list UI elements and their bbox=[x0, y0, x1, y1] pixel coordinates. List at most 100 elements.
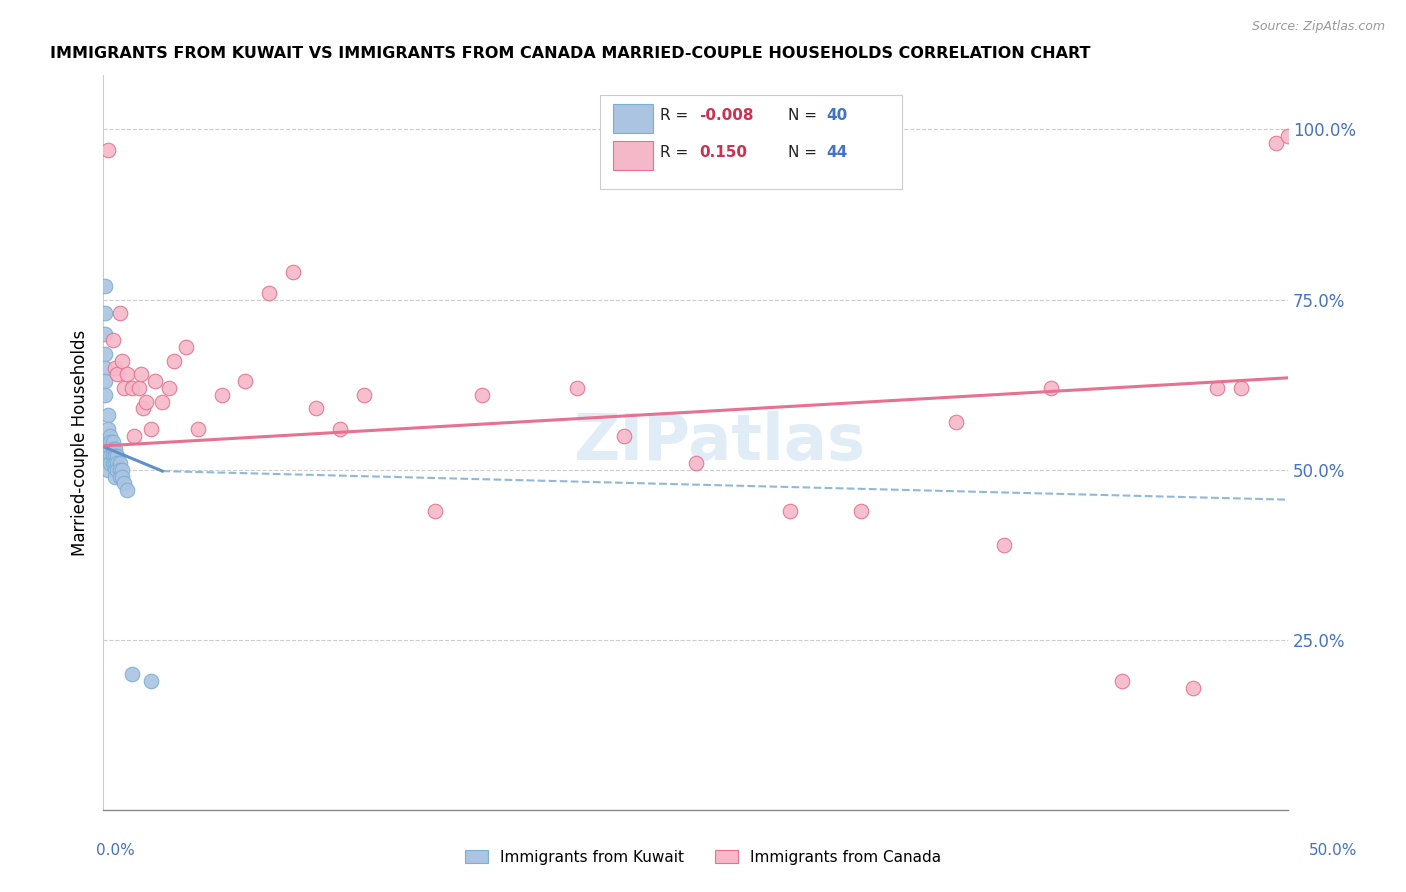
Point bbox=[97, 449, 120, 463]
Point bbox=[98, 442, 121, 457]
Point bbox=[94, 306, 117, 320]
Point bbox=[1182, 681, 1205, 695]
Point bbox=[101, 442, 124, 457]
Point bbox=[128, 381, 150, 395]
Point bbox=[94, 388, 117, 402]
Point bbox=[779, 503, 801, 517]
Text: 44: 44 bbox=[825, 145, 848, 160]
Point bbox=[565, 381, 588, 395]
Point bbox=[159, 381, 181, 395]
Point bbox=[105, 463, 128, 477]
Point bbox=[98, 449, 121, 463]
Point bbox=[94, 279, 117, 293]
Point bbox=[97, 463, 120, 477]
Y-axis label: Married-couple Households: Married-couple Households bbox=[72, 329, 89, 556]
Text: R =: R = bbox=[659, 108, 693, 123]
Point bbox=[97, 422, 120, 436]
Point bbox=[139, 422, 162, 436]
Point bbox=[1040, 381, 1063, 395]
Point bbox=[257, 285, 280, 300]
Text: 0.150: 0.150 bbox=[699, 145, 747, 160]
Point bbox=[105, 456, 128, 470]
Point bbox=[114, 476, 136, 491]
Point bbox=[423, 503, 446, 517]
Point bbox=[97, 143, 120, 157]
Point bbox=[174, 340, 197, 354]
Point bbox=[105, 449, 128, 463]
Point bbox=[97, 435, 120, 450]
Point bbox=[121, 667, 143, 681]
Point bbox=[139, 673, 162, 688]
Point bbox=[104, 456, 127, 470]
Point bbox=[613, 428, 636, 442]
Point bbox=[104, 360, 127, 375]
Text: 40: 40 bbox=[825, 108, 848, 123]
Point bbox=[114, 381, 136, 395]
Point bbox=[104, 469, 127, 483]
Point bbox=[101, 334, 124, 348]
Point bbox=[98, 435, 121, 450]
Point bbox=[945, 415, 967, 429]
Point bbox=[1206, 381, 1229, 395]
Point bbox=[108, 456, 131, 470]
Point bbox=[993, 538, 1015, 552]
Point bbox=[685, 456, 707, 470]
Point bbox=[108, 469, 131, 483]
Point bbox=[105, 368, 128, 382]
Point bbox=[135, 394, 157, 409]
Point bbox=[851, 503, 873, 517]
Point bbox=[1111, 673, 1133, 688]
Point bbox=[94, 326, 117, 341]
Point bbox=[94, 347, 117, 361]
Point bbox=[97, 442, 120, 457]
Point bbox=[150, 394, 173, 409]
Point bbox=[211, 388, 233, 402]
Point bbox=[108, 463, 131, 477]
Text: ZIPatlas: ZIPatlas bbox=[574, 411, 865, 474]
Point bbox=[163, 353, 186, 368]
Point bbox=[1277, 129, 1299, 144]
Point bbox=[111, 469, 134, 483]
Point bbox=[97, 409, 120, 423]
Point bbox=[111, 353, 134, 368]
Point bbox=[1265, 136, 1288, 150]
Point bbox=[1229, 381, 1251, 395]
Text: N =: N = bbox=[787, 108, 823, 123]
Point bbox=[305, 401, 328, 416]
Point bbox=[101, 449, 124, 463]
Point bbox=[233, 374, 256, 388]
FancyBboxPatch shape bbox=[613, 141, 652, 169]
Point bbox=[104, 463, 127, 477]
Point bbox=[101, 435, 124, 450]
Point bbox=[94, 360, 117, 375]
Point bbox=[143, 374, 166, 388]
Point bbox=[108, 306, 131, 320]
Legend: Immigrants from Kuwait, Immigrants from Canada: Immigrants from Kuwait, Immigrants from … bbox=[458, 844, 948, 871]
FancyBboxPatch shape bbox=[599, 95, 901, 189]
Point bbox=[97, 456, 120, 470]
Point bbox=[122, 428, 145, 442]
Text: 0.0%: 0.0% bbox=[96, 843, 135, 858]
Point bbox=[104, 449, 127, 463]
Point bbox=[115, 483, 138, 497]
Text: 50.0%: 50.0% bbox=[1309, 843, 1357, 858]
Point bbox=[281, 265, 304, 279]
Point bbox=[111, 463, 134, 477]
Point bbox=[98, 428, 121, 442]
Point bbox=[94, 374, 117, 388]
Point bbox=[353, 388, 375, 402]
Point bbox=[101, 456, 124, 470]
Text: R =: R = bbox=[659, 145, 697, 160]
Text: IMMIGRANTS FROM KUWAIT VS IMMIGRANTS FROM CANADA MARRIED-COUPLE HOUSEHOLDS CORRE: IMMIGRANTS FROM KUWAIT VS IMMIGRANTS FRO… bbox=[49, 46, 1090, 62]
Point bbox=[129, 368, 152, 382]
Point bbox=[329, 422, 352, 436]
FancyBboxPatch shape bbox=[613, 104, 652, 133]
Point bbox=[98, 456, 121, 470]
Point bbox=[104, 442, 127, 457]
Text: -0.008: -0.008 bbox=[699, 108, 754, 123]
Point bbox=[115, 368, 138, 382]
Point bbox=[471, 388, 494, 402]
Point bbox=[132, 401, 155, 416]
Point bbox=[187, 422, 209, 436]
Point bbox=[121, 381, 143, 395]
